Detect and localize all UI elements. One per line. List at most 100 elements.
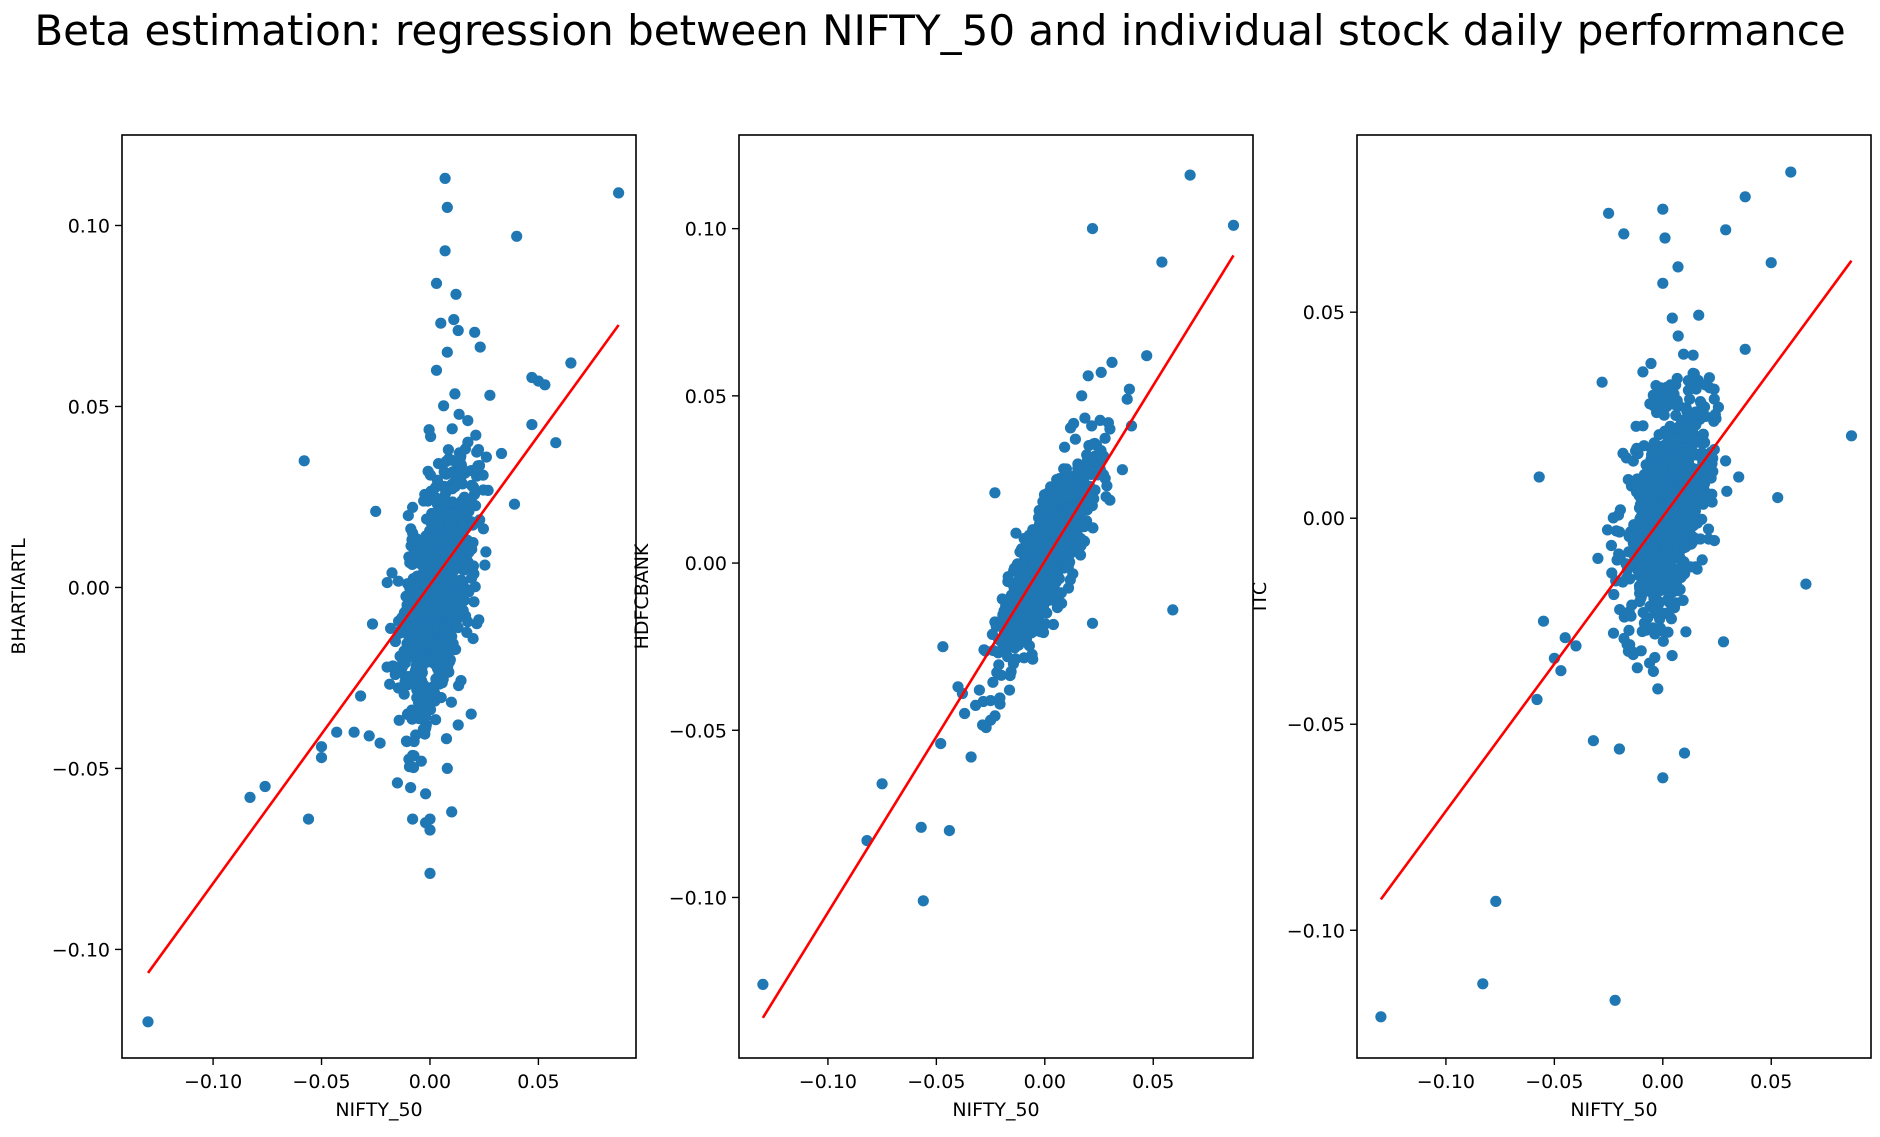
data-point — [426, 513, 438, 526]
data-point — [465, 708, 477, 720]
data-point — [461, 626, 473, 639]
data-point — [435, 317, 447, 329]
data-point — [363, 730, 375, 742]
data-point — [1670, 521, 1682, 534]
data-point — [1659, 425, 1671, 437]
x-tick-label: 0.05 — [517, 1071, 559, 1093]
data-point — [452, 324, 464, 337]
data-point — [434, 534, 446, 546]
data-point — [431, 474, 443, 486]
data-point — [462, 616, 474, 628]
data-point — [1018, 568, 1030, 581]
data-point — [1652, 683, 1664, 695]
data-point — [1665, 551, 1677, 564]
data-point — [1156, 256, 1168, 268]
data-point — [410, 587, 422, 599]
x-axis-label: NIFTY_50 — [952, 1099, 1039, 1121]
data-point — [425, 653, 437, 665]
data-point — [1708, 383, 1720, 395]
data-point — [1659, 575, 1671, 588]
data-point — [1613, 548, 1625, 560]
data-point — [985, 714, 997, 726]
data-point — [1017, 545, 1029, 557]
data-point — [1657, 277, 1669, 289]
x-tick-label: −0.10 — [184, 1071, 242, 1093]
data-point — [1051, 602, 1063, 614]
data-point — [993, 659, 1005, 671]
data-point — [315, 752, 328, 764]
data-point — [408, 634, 421, 646]
data-point — [1671, 372, 1683, 385]
data-point — [1034, 506, 1046, 518]
data-point — [1648, 566, 1661, 578]
data-point — [565, 357, 577, 369]
data-point — [1018, 533, 1030, 545]
data-point — [1800, 578, 1812, 590]
data-point — [424, 813, 436, 825]
data-point — [420, 710, 432, 722]
data-point — [438, 628, 450, 640]
subplot-2: −0.10 −0.05 0.00 0.05 −0.10 −0.05 0.00 0.05 0.10… — [631, 134, 1254, 1121]
data-point — [467, 481, 479, 493]
x-tick-label: −0.10 — [799, 1071, 857, 1093]
data-point — [1646, 499, 1658, 511]
data-point — [1053, 544, 1065, 556]
data-point — [1613, 743, 1625, 755]
scatter-points — [757, 169, 1240, 991]
data-point — [446, 496, 458, 508]
data-point — [526, 419, 538, 431]
data-point — [1668, 532, 1681, 545]
data-point — [386, 567, 398, 579]
data-point — [613, 187, 625, 199]
y-axis-label: HDFCBANK — [631, 543, 653, 649]
data-point — [244, 791, 256, 804]
data-point — [426, 638, 438, 650]
data-point — [457, 519, 469, 532]
data-point — [1086, 223, 1099, 235]
data-point — [539, 379, 551, 391]
data-point — [1655, 382, 1667, 394]
data-point — [1707, 465, 1719, 478]
data-point — [459, 496, 471, 509]
data-point — [1076, 390, 1088, 402]
data-point — [441, 762, 453, 775]
x-axis-label: NIFTY_50 — [1570, 1099, 1657, 1121]
data-point — [973, 684, 986, 696]
data-point — [1082, 453, 1094, 465]
data-point — [1041, 575, 1053, 587]
data-point — [462, 415, 474, 427]
y-tick-label: 0.05 — [68, 396, 110, 418]
data-point — [1064, 574, 1076, 586]
data-point — [418, 495, 430, 507]
data-point — [1074, 508, 1086, 520]
data-point — [1618, 228, 1630, 240]
data-point — [915, 821, 927, 833]
data-point — [384, 678, 396, 690]
data-point — [1051, 474, 1063, 486]
y-tick-label: −0.10 — [52, 939, 110, 961]
data-point — [1659, 626, 1671, 638]
data-point — [438, 649, 450, 661]
data-point — [1673, 563, 1685, 575]
data-point — [469, 581, 481, 593]
data-point — [407, 501, 419, 513]
data-point — [1668, 459, 1680, 471]
y-tick-label: 0.00 — [1303, 508, 1345, 530]
data-point — [442, 444, 454, 456]
data-point — [407, 813, 419, 825]
data-point — [398, 645, 410, 657]
data-point — [1062, 473, 1074, 485]
data-point — [419, 616, 431, 629]
data-point — [1035, 528, 1047, 540]
x-tick-label: −0.05 — [1525, 1071, 1583, 1093]
subplot-3: −0.10 −0.05 0.00 0.05 −0.10 −0.05 0.00 0.05 NIFT… — [1249, 134, 1872, 1121]
data-point — [1678, 348, 1690, 360]
data-point — [455, 574, 467, 586]
data-point — [1657, 772, 1669, 784]
data-point — [430, 714, 442, 726]
data-point — [1010, 527, 1022, 539]
data-point — [1647, 665, 1659, 678]
data-point — [423, 424, 435, 436]
data-point — [1765, 257, 1777, 269]
data-point — [1646, 584, 1658, 596]
